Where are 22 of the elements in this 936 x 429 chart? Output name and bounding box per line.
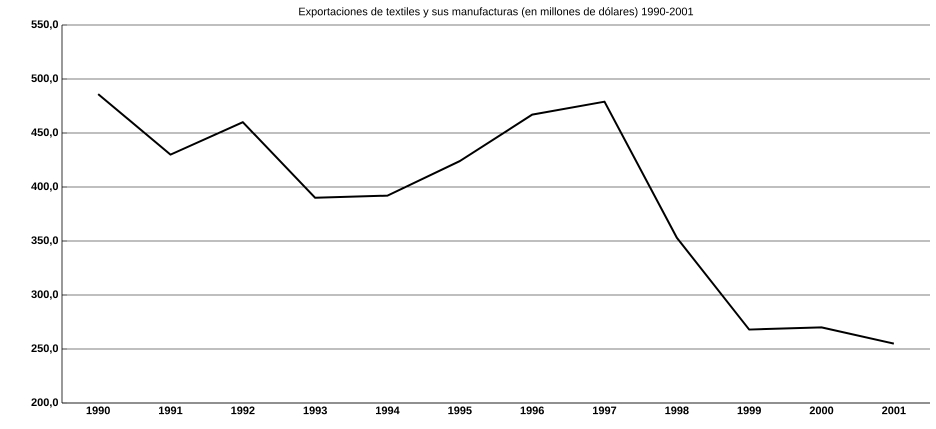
chart-title: Exportaciones de textiles y sus manufacturas (en millones de dólares) 1990-2001 bbox=[299, 7, 694, 18]
line-series bbox=[97, 93, 895, 345]
x-tick-label: 1991 bbox=[159, 406, 182, 414]
x-tick-label: 1995 bbox=[448, 406, 472, 414]
x-tick-label: 2001 bbox=[882, 406, 906, 414]
x-tick-label: 1998 bbox=[665, 406, 689, 414]
x-tick-label: 1993 bbox=[304, 406, 327, 414]
y-tick-label: 550,0 bbox=[31, 20, 58, 30]
y-tick-label: 250,0 bbox=[31, 344, 58, 354]
y-tick-label: 300,0 bbox=[31, 290, 58, 300]
x-tick-label: 1997 bbox=[593, 406, 616, 414]
x-tick-label: 2000 bbox=[810, 406, 834, 414]
y-tick-label: 400,0 bbox=[31, 182, 58, 192]
y-tick-label: 200,0 bbox=[31, 398, 58, 408]
y-tick-label: 450,0 bbox=[31, 128, 58, 138]
x-tick-label: 1992 bbox=[231, 406, 255, 414]
x-tick-label: 1994 bbox=[376, 406, 400, 414]
y-tick-label: 500,0 bbox=[31, 74, 58, 84]
x-tick-label: 1990 bbox=[86, 406, 110, 414]
x-tick-label: 1996 bbox=[520, 406, 544, 414]
x-tick-label: 1999 bbox=[738, 406, 761, 414]
y-tick-label: 350,0 bbox=[31, 236, 58, 246]
